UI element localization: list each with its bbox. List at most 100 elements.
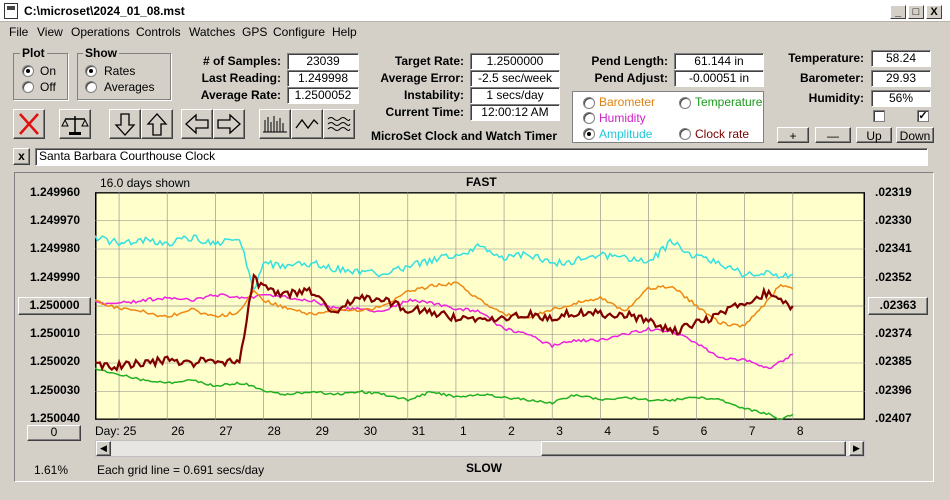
wave-icon: [295, 118, 319, 130]
instability-label: Instability:: [403, 88, 464, 102]
show-group: [77, 53, 171, 100]
zero-button[interactable]: 0: [27, 425, 81, 441]
temperature-radio[interactable]: [679, 97, 691, 109]
center-rate-button[interactable]: 1.250000: [18, 297, 91, 315]
amplitude-option: Amplitude: [599, 127, 653, 141]
scale-up-button[interactable]: Up: [856, 127, 892, 143]
line-view-button[interactable]: [291, 109, 323, 139]
window-title: C:\microset\2024_01_08.mst: [24, 4, 185, 18]
day-label: Day:: [95, 424, 120, 438]
pend-length-field[interactable]: 61.144 in: [674, 53, 764, 70]
menu-operations[interactable]: Operations: [71, 25, 130, 39]
y-right-label: .02396: [875, 383, 912, 397]
bars-icon: [263, 116, 287, 133]
app-name: MicroSet Clock and Watch Timer: [370, 129, 558, 143]
scale-plus-button[interactable]: +: [777, 127, 809, 143]
close-button[interactable]: X: [926, 5, 942, 19]
y-left-label: 1.249980: [30, 241, 81, 255]
stop-x-icon: [19, 113, 39, 135]
minimize-button[interactable]: _: [890, 5, 906, 19]
show-rates-radio[interactable]: [85, 65, 97, 77]
day-tick-label: 1: [459, 424, 467, 438]
humidity-field: 56%: [871, 90, 931, 107]
arrow-left-icon: [185, 113, 209, 135]
menu-help[interactable]: Help: [332, 25, 357, 39]
down-arrow-button[interactable]: [109, 109, 141, 139]
checkbox-right[interactable]: ✓: [917, 110, 929, 122]
arrow-right-icon: [217, 113, 241, 135]
fast-label: FAST: [466, 175, 497, 189]
humidity-option: Humidity: [599, 111, 646, 125]
show-group-label: Show: [83, 46, 119, 60]
stop-button[interactable]: [13, 109, 45, 139]
barometer-radio[interactable]: [583, 97, 595, 109]
title-bar: C:\microset\2024_01_08.mst _ □ X: [0, 0, 950, 22]
scale-down-button[interactable]: Down: [896, 127, 934, 143]
y-right-label: .02374: [875, 326, 912, 340]
y-left-label: 1.250030: [30, 383, 81, 397]
clock-close-button[interactable]: x: [13, 148, 30, 165]
y-right-label: .02407: [875, 411, 912, 425]
humidity-radio[interactable]: [583, 112, 595, 124]
y-left-label: 1.249990: [30, 270, 81, 284]
day-tick-label: 6: [700, 424, 708, 438]
y-left-label: 1.249970: [30, 213, 81, 227]
up-arrow-button[interactable]: [141, 109, 173, 139]
scroll-left-arrow-icon[interactable]: ◀: [96, 441, 111, 456]
clock-rate-radio[interactable]: [679, 128, 691, 140]
checkbox-left[interactable]: [873, 110, 885, 122]
menu-view[interactable]: View: [37, 25, 63, 39]
menu-bar: File View Operations Controls Watches GP…: [0, 23, 950, 41]
scroll-thumb[interactable]: [541, 441, 846, 456]
plot-group-label: Plot: [20, 46, 47, 60]
show-averages-radio[interactable]: [85, 81, 97, 93]
left-arrow-button[interactable]: [181, 109, 213, 139]
samples-label: # of Samples:: [202, 54, 281, 68]
amplitude-radio[interactable]: [583, 128, 595, 140]
average-rate-label: Average Rate:: [200, 88, 281, 102]
day-tick-label: 31: [411, 424, 426, 438]
plot-on-label: On: [40, 64, 57, 78]
grid-note: Each grid line = 0.691 secs/day: [97, 463, 265, 477]
right-scale-button[interactable]: .02363: [868, 297, 928, 315]
bars-view-button[interactable]: [259, 109, 291, 139]
clock-name-field[interactable]: Santa Barbara Courthouse Clock: [35, 148, 928, 166]
day-tick-label: 4: [604, 424, 611, 438]
average-error-field: -2.5 sec/week: [470, 70, 560, 87]
day-tick-label: 26: [171, 424, 185, 438]
day-tick-label: 3: [556, 424, 563, 438]
day-tick-label: 5: [652, 424, 660, 438]
y-right-label: .02385: [875, 354, 912, 368]
average-error-label: Average Error:: [380, 71, 464, 85]
show-rates-label: Rates: [104, 64, 136, 78]
day-tick-label: 29: [315, 424, 329, 438]
scale-minus-button[interactable]: —: [815, 127, 851, 143]
pend-length-label: Pend Length:: [591, 54, 668, 68]
y-right-label: .02319: [875, 185, 912, 199]
plot-on-radio[interactable]: [22, 65, 34, 77]
noise-view-button[interactable]: [323, 109, 355, 139]
maximize-button[interactable]: □: [908, 5, 924, 19]
menu-watches[interactable]: Watches: [189, 25, 236, 39]
pend-adjust-field: -0.00051 in: [674, 70, 764, 87]
day-tick-label: 28: [267, 424, 281, 438]
target-rate-field[interactable]: 1.2500000: [470, 53, 560, 70]
series-select-box: Barometer Temperature Humidity Amplitude…: [572, 91, 764, 143]
scale-button[interactable]: [59, 109, 91, 139]
current-time-field: 12:00:12 AM: [470, 104, 560, 121]
menu-configure[interactable]: Configure: [273, 25, 326, 39]
pend-adjust-label: Pend Adjust:: [594, 71, 668, 85]
scroll-right-arrow-icon[interactable]: ▶: [849, 441, 864, 456]
menu-gps[interactable]: GPS: [242, 25, 268, 39]
right-arrow-button[interactable]: [213, 109, 245, 139]
series-line-amplitude: [94, 234, 793, 292]
plot-off-radio[interactable]: [22, 81, 34, 93]
horizontal-scrollbar[interactable]: ◀ ▶: [95, 440, 865, 457]
menu-file[interactable]: File: [9, 25, 29, 39]
menu-controls[interactable]: Controls: [136, 25, 181, 39]
day-tick-label: 25: [123, 424, 137, 438]
plot-area[interactable]: [93, 190, 867, 422]
current-time-label: Current Time:: [385, 105, 464, 119]
app-icon: [4, 3, 18, 19]
y-left-label: 1.249960: [30, 185, 81, 199]
